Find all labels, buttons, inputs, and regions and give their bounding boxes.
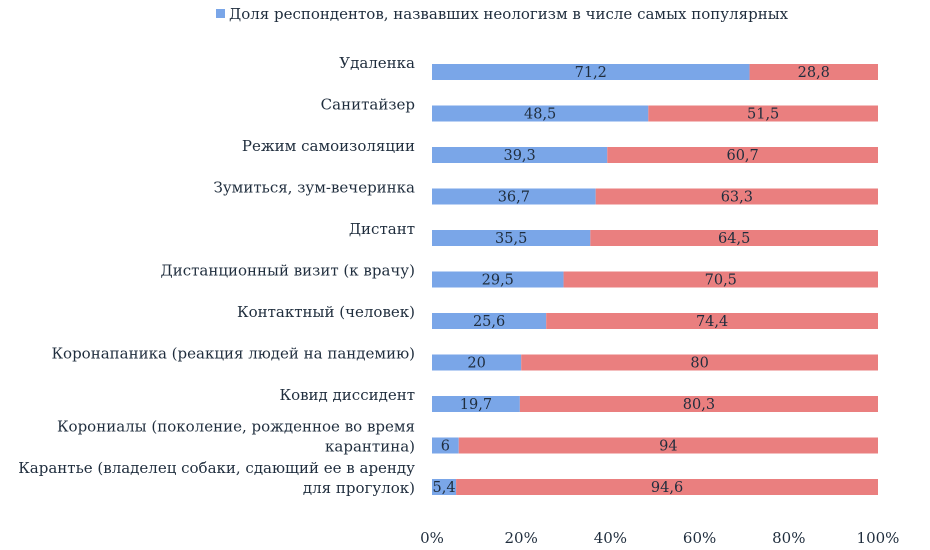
data-label: 80 — [690, 356, 708, 372]
data-label: 70,5 — [705, 273, 737, 289]
category-label: Удаленка — [339, 54, 415, 72]
bar-segment — [546, 313, 878, 329]
category-label: Коронапаника (реакция людей на пандемию) — [51, 345, 415, 363]
bar-segment — [432, 64, 750, 80]
category-label: Корониалы (поколение, рожденное во время — [57, 418, 415, 436]
data-label: 80,3 — [683, 397, 715, 413]
data-label: 5,4 — [433, 480, 456, 496]
data-label: 20 — [467, 356, 485, 372]
bar-segment — [607, 147, 878, 163]
legend-swatch — [216, 9, 225, 18]
data-label: 94,6 — [651, 480, 683, 496]
x-tick-label: 20% — [505, 529, 538, 547]
bar-segment — [595, 188, 878, 205]
category-label: для прогулок) — [303, 479, 415, 497]
category-label: Санитайзер — [321, 96, 415, 114]
bar-segment — [456, 479, 878, 495]
category-label: Контактный (человек) — [237, 303, 415, 321]
bar-segment — [521, 354, 878, 371]
legend: Доля респондентов, назвавших неологизм в… — [216, 5, 789, 23]
category-label: Зумиться, зум-вечеринка — [214, 179, 416, 197]
data-label: 29,5 — [482, 273, 514, 289]
bar-segment — [432, 437, 459, 454]
bar-segment — [432, 479, 457, 495]
bar-segment — [432, 313, 547, 329]
bar-segment — [432, 230, 591, 246]
data-label: 51,5 — [747, 107, 779, 123]
bar-segment — [432, 147, 608, 163]
x-axis-ticks: 0% 20% 40% 60% 80% 100% — [420, 529, 899, 547]
x-tick-label: 100% — [857, 529, 900, 547]
x-tick-label: 60% — [683, 529, 716, 547]
bar-segment — [563, 271, 878, 288]
data-label: 6 — [441, 439, 450, 455]
data-label: 74,4 — [696, 314, 728, 330]
category-label: Дистанционный визит (к врачу) — [161, 262, 415, 280]
category-label: карантина) — [325, 438, 415, 456]
x-tick-label: 40% — [594, 529, 627, 547]
x-tick-label: 80% — [772, 529, 805, 547]
x-tick-label: 0% — [420, 529, 444, 547]
bar-segment — [590, 230, 878, 246]
data-label: 19,7 — [460, 397, 492, 413]
category-labels: Удаленка Санитайзер Режим самоизоляции Зуми… — [18, 54, 415, 497]
data-label: 28,8 — [798, 65, 830, 81]
bar-segment — [432, 188, 596, 205]
data-labels: 71,2 28,8 48,5 51,5 39,3 60,7 36,7 63,3 35,5 64,5… — [433, 65, 830, 496]
bar-segment — [432, 354, 522, 371]
bar-segment — [432, 396, 520, 412]
data-label: 64,5 — [718, 231, 750, 247]
data-label: 25,6 — [473, 314, 505, 330]
bar-segment — [519, 396, 878, 412]
data-label: 60,7 — [726, 148, 758, 164]
category-label: Дистант — [349, 220, 415, 238]
bar-segment — [648, 105, 878, 122]
data-label: 94 — [659, 439, 677, 455]
data-label: 71,2 — [575, 65, 607, 81]
bar-segment — [749, 64, 878, 80]
data-label: 35,5 — [495, 231, 527, 247]
category-label: Карантье (владелец собаки, сдающий ее в … — [18, 459, 415, 477]
legend-entry: Доля респондентов, назвавших неологизм в… — [229, 5, 789, 23]
bar-segment — [458, 437, 878, 454]
bar-segment — [432, 271, 564, 288]
data-label: 39,3 — [503, 148, 535, 164]
category-label: Ковид диссидент — [279, 386, 415, 404]
bars — [432, 64, 878, 495]
data-label: 36,7 — [498, 190, 530, 206]
data-label: 63,3 — [721, 190, 753, 206]
category-label: Режим самоизоляции — [242, 137, 415, 155]
bar-segment — [432, 105, 649, 122]
data-label: 48,5 — [524, 107, 556, 123]
